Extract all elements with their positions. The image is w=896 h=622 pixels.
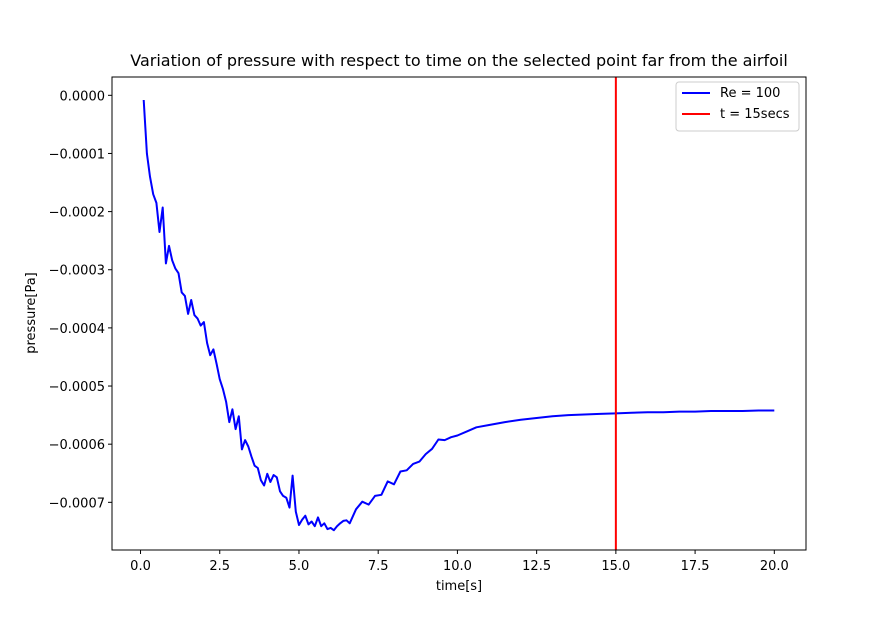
legend-label-t15: t = 15secs [720, 107, 790, 122]
plot-frame [111, 76, 807, 551]
x-tick-label: 10.0 [443, 559, 472, 574]
y-tick-label: 0.0000 [60, 89, 106, 104]
y-tick-label: −0.0003 [49, 264, 105, 279]
series-line-re100 [142, 99, 775, 532]
x-axis-label: time[s] [436, 579, 482, 594]
legend: Re = 100 t = 15secs [675, 81, 800, 132]
x-tick-label: 5.0 [289, 559, 310, 574]
legend-label-re100: Re = 100 [720, 86, 780, 101]
chart-title: Variation of pressure with respect to ti… [130, 51, 788, 70]
y-tick-label: −0.0001 [49, 147, 105, 162]
legend-box [675, 81, 800, 132]
y-tick-label: −0.0005 [49, 380, 105, 395]
y-tick-label: −0.0002 [49, 206, 105, 221]
x-tick-label: 7.5 [368, 559, 389, 574]
y-tick-label: −0.0007 [49, 496, 105, 511]
x-tick-label: 0.0 [130, 559, 151, 574]
x-tick-label: 12.5 [522, 559, 551, 574]
y-tick-label: −0.0004 [49, 322, 105, 337]
x-tick-label: 2.5 [209, 559, 230, 574]
x-tick-label: 20.0 [760, 559, 789, 574]
x-tick-label: 15.0 [601, 559, 630, 574]
y-axis-label: pressure[Pa] [24, 272, 39, 354]
y-tick-label: −0.0006 [49, 438, 105, 453]
x-tick-label: 17.5 [681, 559, 710, 574]
